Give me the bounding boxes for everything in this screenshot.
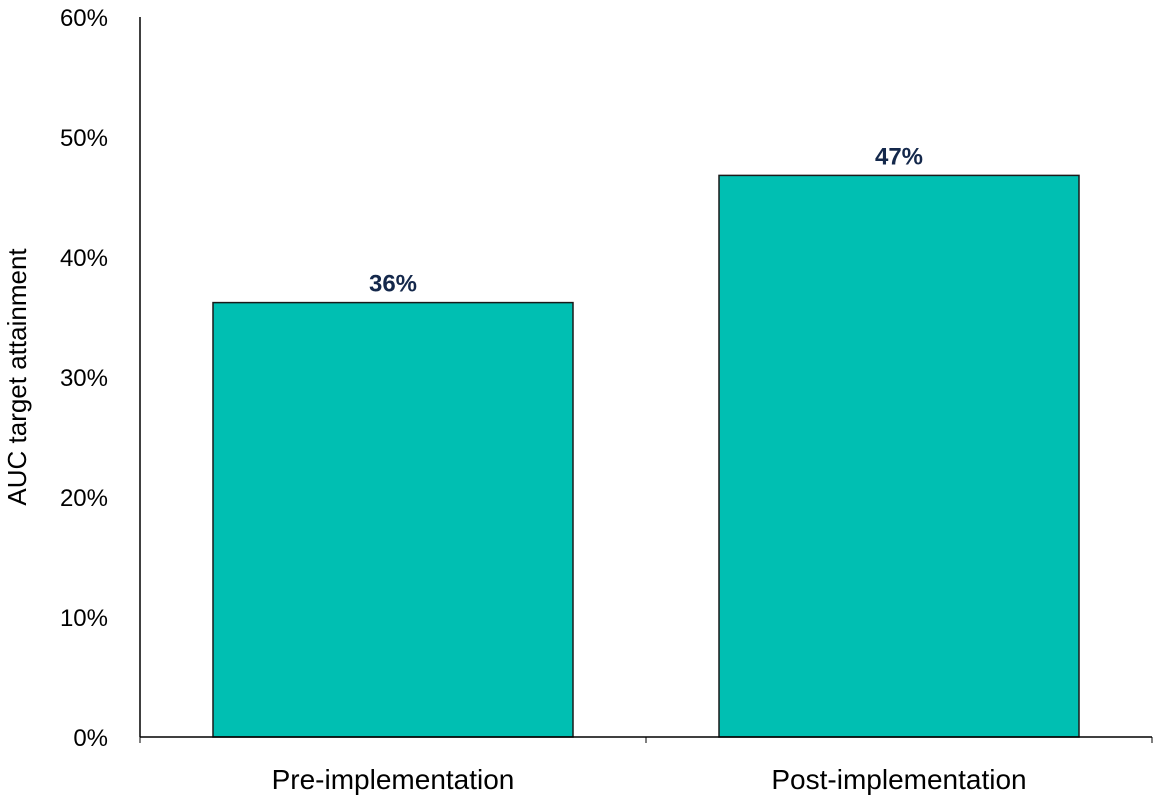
bar: [718, 174, 1080, 738]
y-tick-label: 30%: [60, 365, 108, 392]
y-axis-title: AUC target attainment: [2, 248, 32, 506]
bars: 36% 47%: [212, 143, 1080, 738]
bar: [212, 301, 574, 738]
y-tick-label: 50%: [60, 125, 108, 152]
x-axis-labels: Pre-implementation Post-implementation: [272, 764, 1027, 795]
axes: [139, 17, 1153, 743]
y-tick-label: 0%: [73, 725, 108, 752]
bar-value-label: 47%: [875, 143, 923, 170]
x-category-label: Post-implementation: [771, 764, 1026, 795]
x-category-label: Pre-implementation: [272, 764, 515, 795]
y-tick-label: 20%: [60, 485, 108, 512]
y-tick-label: 60%: [60, 5, 108, 32]
y-tick-label: 40%: [60, 245, 108, 272]
bar-value-label: 36%: [369, 271, 417, 298]
y-axis-ticks: 0% 10% 20% 30% 40% 50% 60%: [60, 5, 108, 752]
y-tick-label: 10%: [60, 605, 108, 632]
